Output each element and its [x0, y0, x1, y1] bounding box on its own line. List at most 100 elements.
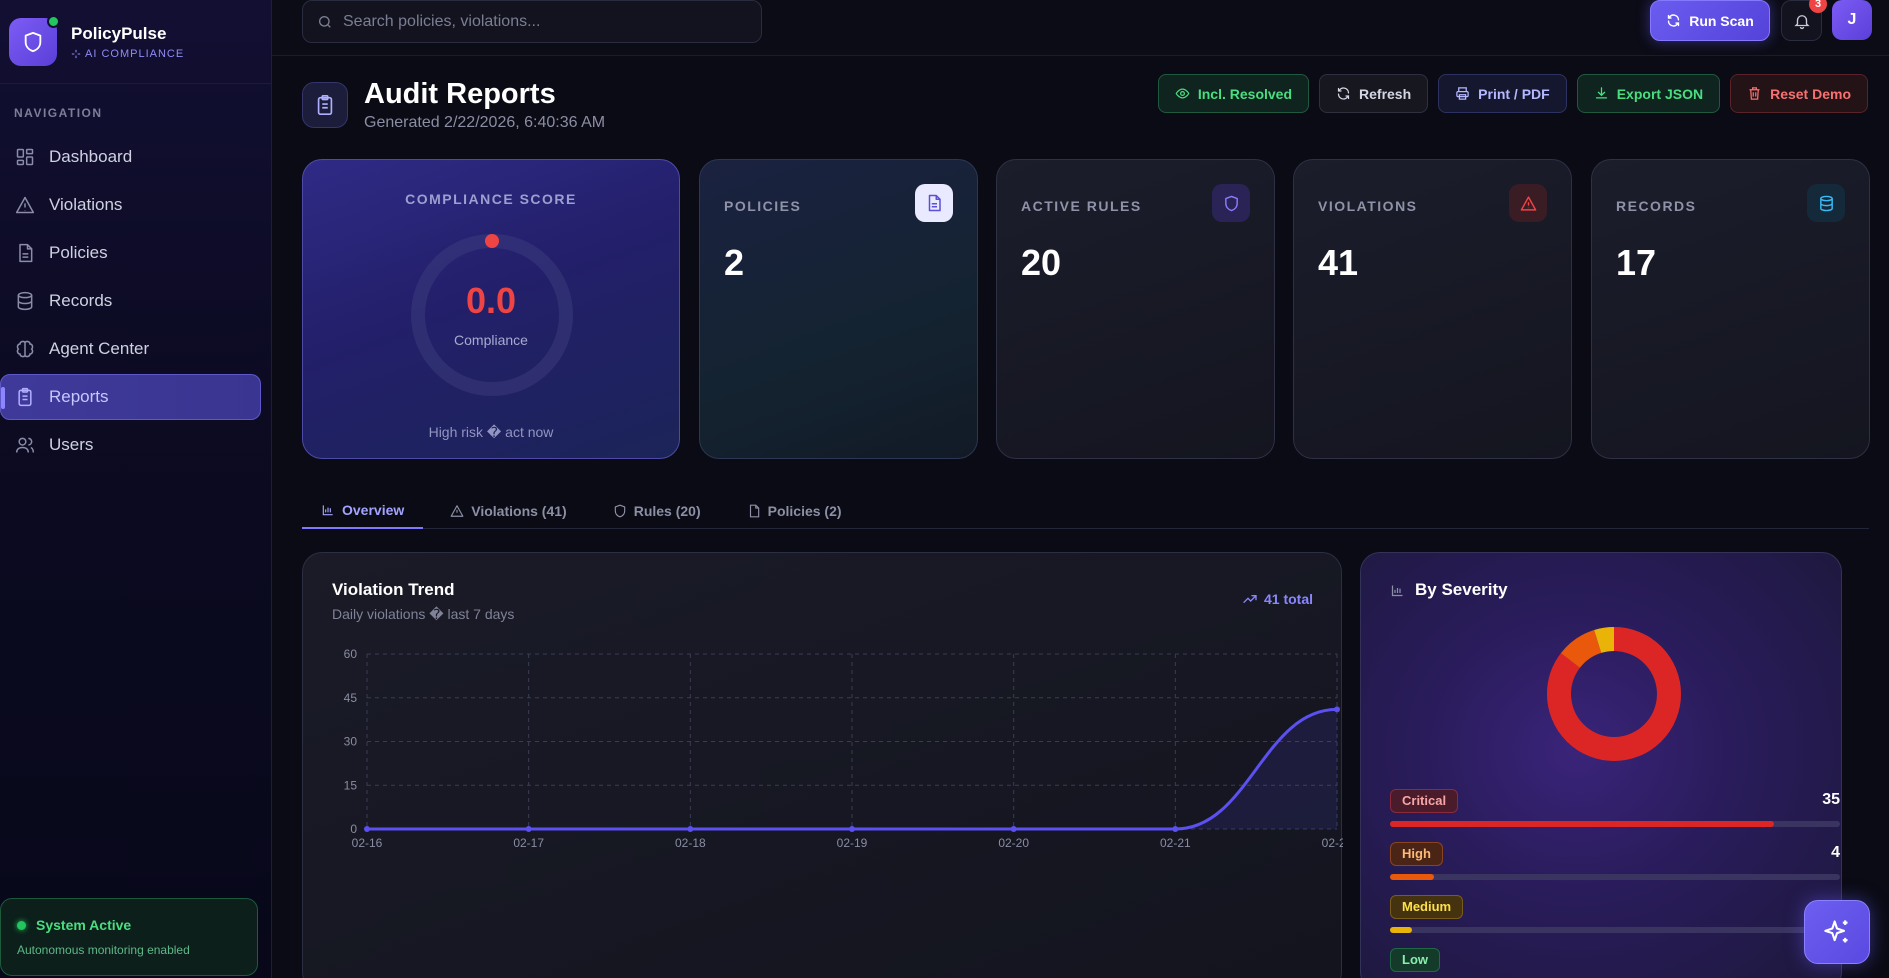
kpi-value: 20: [1021, 242, 1062, 283]
severity-bar-track: [1390, 874, 1840, 880]
severity-count: 35: [1822, 791, 1840, 808]
trending-up-icon: [1243, 595, 1257, 603]
sidebar-item-users[interactable]: Users: [0, 422, 261, 468]
kpi-value: 41: [1318, 242, 1359, 283]
kpi-card-active-rules: ACTIVE RULES 20: [996, 159, 1275, 459]
tab-policies[interactable]: Policies (2): [728, 493, 861, 529]
severity-bar-fill: [1390, 821, 1775, 827]
trend-total: 41 total: [1242, 591, 1313, 607]
avatar[interactable]: J: [1832, 0, 1872, 40]
sidebar-item-label: Agent Center: [49, 339, 150, 358]
kpi-card-violations: VIOLATIONS 41: [1293, 159, 1572, 459]
reset-demo-button[interactable]: Reset Demo: [1730, 74, 1868, 113]
severity-badge: Low: [1390, 948, 1440, 972]
include-resolved-button[interactable]: Incl. Resolved: [1157, 74, 1310, 113]
sidebar-item-dashboard[interactable]: Dashboard: [0, 134, 261, 180]
x-tick-label: 02-17: [513, 836, 544, 850]
tab-label: Policies (2): [767, 503, 842, 519]
system-status-subtitle: Autonomous monitoring enabled: [17, 943, 190, 957]
refresh-icon: [1337, 87, 1350, 100]
x-tick-label: 02-18: [675, 836, 706, 850]
search-input[interactable]: [343, 12, 723, 31]
shield-logo-icon: [9, 14, 60, 66]
severity-badge: High: [1390, 842, 1443, 866]
export-json-button[interactable]: Export JSON: [1576, 74, 1721, 113]
x-tick-label: 02-22: [1322, 836, 1343, 850]
kpi-label: RECORDS: [1616, 198, 1697, 214]
compliance-score-value: 0.0: [465, 280, 517, 321]
status-dot: [17, 920, 26, 930]
sidebar-item-reports[interactable]: Reports: [0, 374, 261, 420]
system-status-card: System Active Autonomous monitoring enab…: [0, 898, 258, 976]
tab-label: Overview: [342, 502, 405, 518]
trend-area: [367, 709, 1337, 829]
print-pdf-label: Print / PDF: [1478, 85, 1550, 102]
sidebar-item-violations[interactable]: Violations: [0, 182, 261, 228]
refresh-label: Refresh: [1359, 85, 1412, 102]
ai-assistant-button[interactable]: [1804, 900, 1870, 964]
bar-chart-icon: [1391, 585, 1403, 596]
sidebar-item-agent-center[interactable]: Agent Center: [0, 326, 261, 372]
trend-total-label: 41 total: [1263, 591, 1313, 607]
sidebar-item-records[interactable]: Records: [0, 278, 261, 324]
tab-label: Rules (20): [633, 503, 701, 519]
trend-point[interactable]: [364, 826, 370, 832]
grid-icon: [16, 148, 34, 166]
tab-violations[interactable]: Violations (41): [431, 493, 585, 529]
include-resolved-label: Incl. Resolved: [1197, 85, 1293, 102]
trend-point[interactable]: [525, 826, 532, 832]
trend-point[interactable]: [687, 826, 694, 832]
brand-subtitle: AI COMPLIANCE: [85, 47, 185, 60]
trend-point[interactable]: [849, 826, 855, 832]
tab-overview[interactable]: Overview: [302, 493, 424, 529]
severity-title-label: By Severity: [1415, 580, 1508, 599]
x-tick-label: 02-19: [837, 836, 868, 850]
severity-row-low: Low: [1390, 948, 1840, 978]
donut-slice-medium[interactable]: [1547, 627, 1681, 761]
system-status-title: System Active: [36, 917, 132, 933]
brand[interactable]: PolicyPulse AI COMPLIANCE: [0, 0, 271, 84]
document-icon: [915, 184, 953, 222]
sidebar-item-policies[interactable]: Policies: [0, 230, 261, 276]
sidebar-item-label: Policies: [49, 243, 108, 262]
document-icon: [749, 504, 759, 518]
search-box[interactable]: [302, 0, 762, 43]
trend-point[interactable]: [1334, 706, 1340, 713]
sidebar-item-label: Records: [49, 291, 113, 310]
kpi-label: VIOLATIONS: [1318, 198, 1418, 214]
warning-icon: [450, 505, 464, 517]
x-tick-label: 02-21: [1160, 836, 1191, 850]
x-tick-label: 02-16: [352, 836, 383, 850]
severity-panel: By Severity Critical 35 High 4 Medium Low: [1360, 552, 1842, 978]
y-tick-label: 15: [344, 778, 358, 792]
search-icon: [319, 15, 331, 28]
report-tabs: Overview Violations (41) Rules (20) Poli…: [302, 493, 1869, 529]
trend-point[interactable]: [1172, 826, 1179, 832]
brain-icon: [16, 340, 34, 358]
generated-timestamp: Generated 2/22/2026, 6:40:36 AM: [364, 114, 606, 131]
print-pdf-button[interactable]: Print / PDF: [1438, 74, 1567, 113]
refresh-icon: [1668, 14, 1680, 27]
refresh-button[interactable]: Refresh: [1319, 74, 1429, 113]
brand-name: PolicyPulse: [71, 23, 167, 43]
trend-point[interactable]: [1010, 826, 1017, 832]
x-tick-label: 02-20: [998, 836, 1029, 850]
topbar: Run Scan 3 J: [272, 0, 1889, 56]
notifications-button[interactable]: 3: [1781, 0, 1827, 41]
database-icon: [17, 291, 33, 311]
severity-badge: Medium: [1390, 895, 1464, 919]
tab-rules[interactable]: Rules (20): [594, 493, 720, 529]
document-icon: [19, 243, 33, 263]
run-scan-button[interactable]: Run Scan: [1650, 0, 1770, 41]
tab-label: Violations (41): [471, 503, 567, 519]
sidebar-item-label: Dashboard: [49, 147, 133, 166]
eye-icon: [1175, 88, 1190, 99]
severity-donut-chart: [1547, 627, 1681, 761]
bell-icon: [1793, 14, 1810, 29]
severity-title: By Severity: [1390, 580, 1508, 600]
export-json-label: Export JSON: [1616, 85, 1704, 102]
violation-trend-panel: Violation Trend Daily violations � last …: [302, 552, 1343, 978]
run-scan-label: Run Scan: [1689, 12, 1754, 29]
sidebar-item-label: Violations: [49, 195, 123, 214]
online-indicator: [47, 14, 60, 28]
